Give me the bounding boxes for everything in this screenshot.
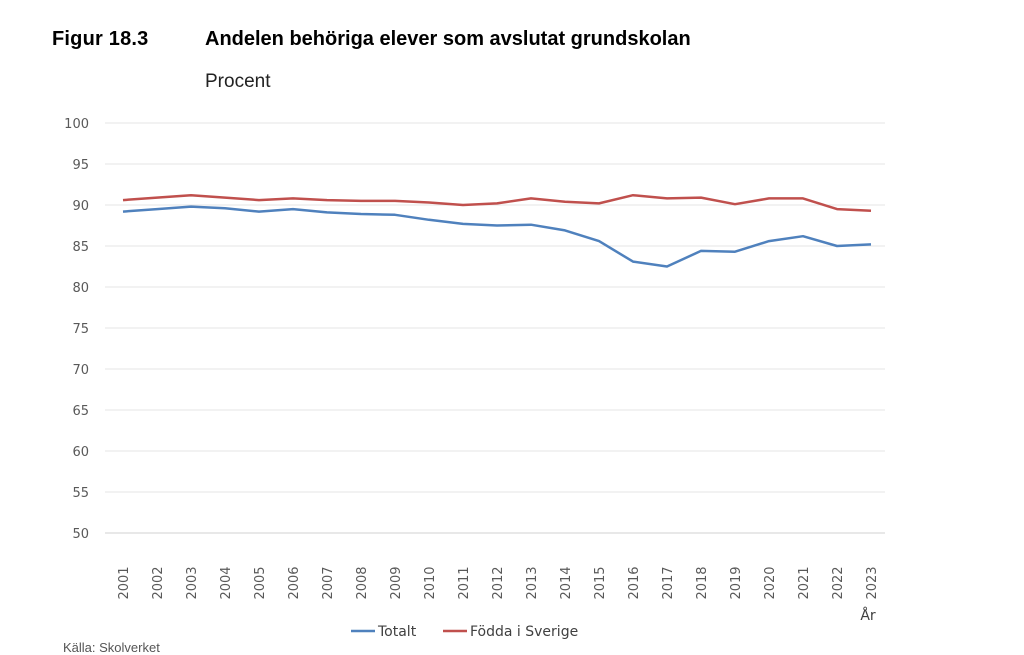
x-tick-label: 2015: [593, 566, 608, 599]
figure-number: Figur 18.3: [52, 28, 149, 50]
series-line-fodda-i-sverige: [122, 193, 872, 212]
x-tick-label: 2003: [185, 566, 200, 599]
y-tick-label: 50: [72, 527, 89, 542]
legend-label: Födda i Sverige: [470, 624, 578, 640]
x-tick-label: 2012: [491, 566, 506, 599]
legend-label: Totalt: [377, 624, 417, 640]
x-tick-label: 2002: [151, 566, 166, 599]
y-tick-label: 70: [72, 363, 89, 378]
x-tick-label: 2009: [389, 566, 404, 599]
x-tick-label: 2013: [525, 566, 540, 599]
y-tick-label: 85: [72, 240, 89, 255]
y-axis-ticks: 100 95 90 85 80 75 70 65 60 55 50: [64, 117, 89, 542]
y-tick-label: 65: [72, 404, 89, 419]
y-tick-label: 55: [72, 486, 89, 501]
x-tick-label: 2019: [729, 566, 744, 599]
source-note: Källa: Skolverket: [63, 640, 160, 655]
chart-subtitle: Procent: [205, 71, 271, 92]
x-tick-label: 2011: [457, 566, 472, 599]
x-tick-label: 2005: [253, 566, 268, 599]
y-tick-label: 100: [64, 117, 89, 132]
x-tick-label: 2023: [865, 566, 880, 599]
x-tick-label: 2006: [287, 566, 302, 599]
x-tick-label: 2001: [117, 566, 132, 599]
y-tick-label: 80: [72, 281, 89, 296]
x-tick-label: 2004: [219, 566, 234, 599]
x-tick-label: 2022: [831, 566, 846, 599]
x-tick-label: 2010: [423, 566, 438, 599]
x-axis-ticks: 2001 2002 2003 2004 2005 2006 2007 2008 2009 2010…: [117, 566, 880, 599]
x-tick-label: 2014: [559, 566, 574, 599]
x-tick-label: 2018: [695, 566, 710, 599]
y-tick-label: 60: [72, 445, 89, 460]
gridlines: [105, 122, 885, 534]
y-tick-label: 95: [72, 158, 89, 173]
x-tick-label: 2016: [627, 566, 642, 599]
x-tick-label: 2007: [321, 566, 336, 599]
x-tick-label: 2017: [661, 566, 676, 599]
series-lines: [122, 193, 872, 268]
legend: Totalt Födda i Sverige: [351, 624, 578, 640]
x-tick-label: 2008: [355, 566, 370, 599]
x-tick-label: 2021: [797, 566, 812, 599]
series-line-totalt: [122, 205, 872, 268]
chart-title: Andelen behöriga elever som avslutat gru…: [205, 28, 691, 50]
y-tick-label: 90: [72, 199, 89, 214]
x-axis-title: År: [860, 607, 876, 624]
x-tick-label: 2020: [763, 566, 778, 599]
y-tick-label: 75: [72, 322, 89, 337]
